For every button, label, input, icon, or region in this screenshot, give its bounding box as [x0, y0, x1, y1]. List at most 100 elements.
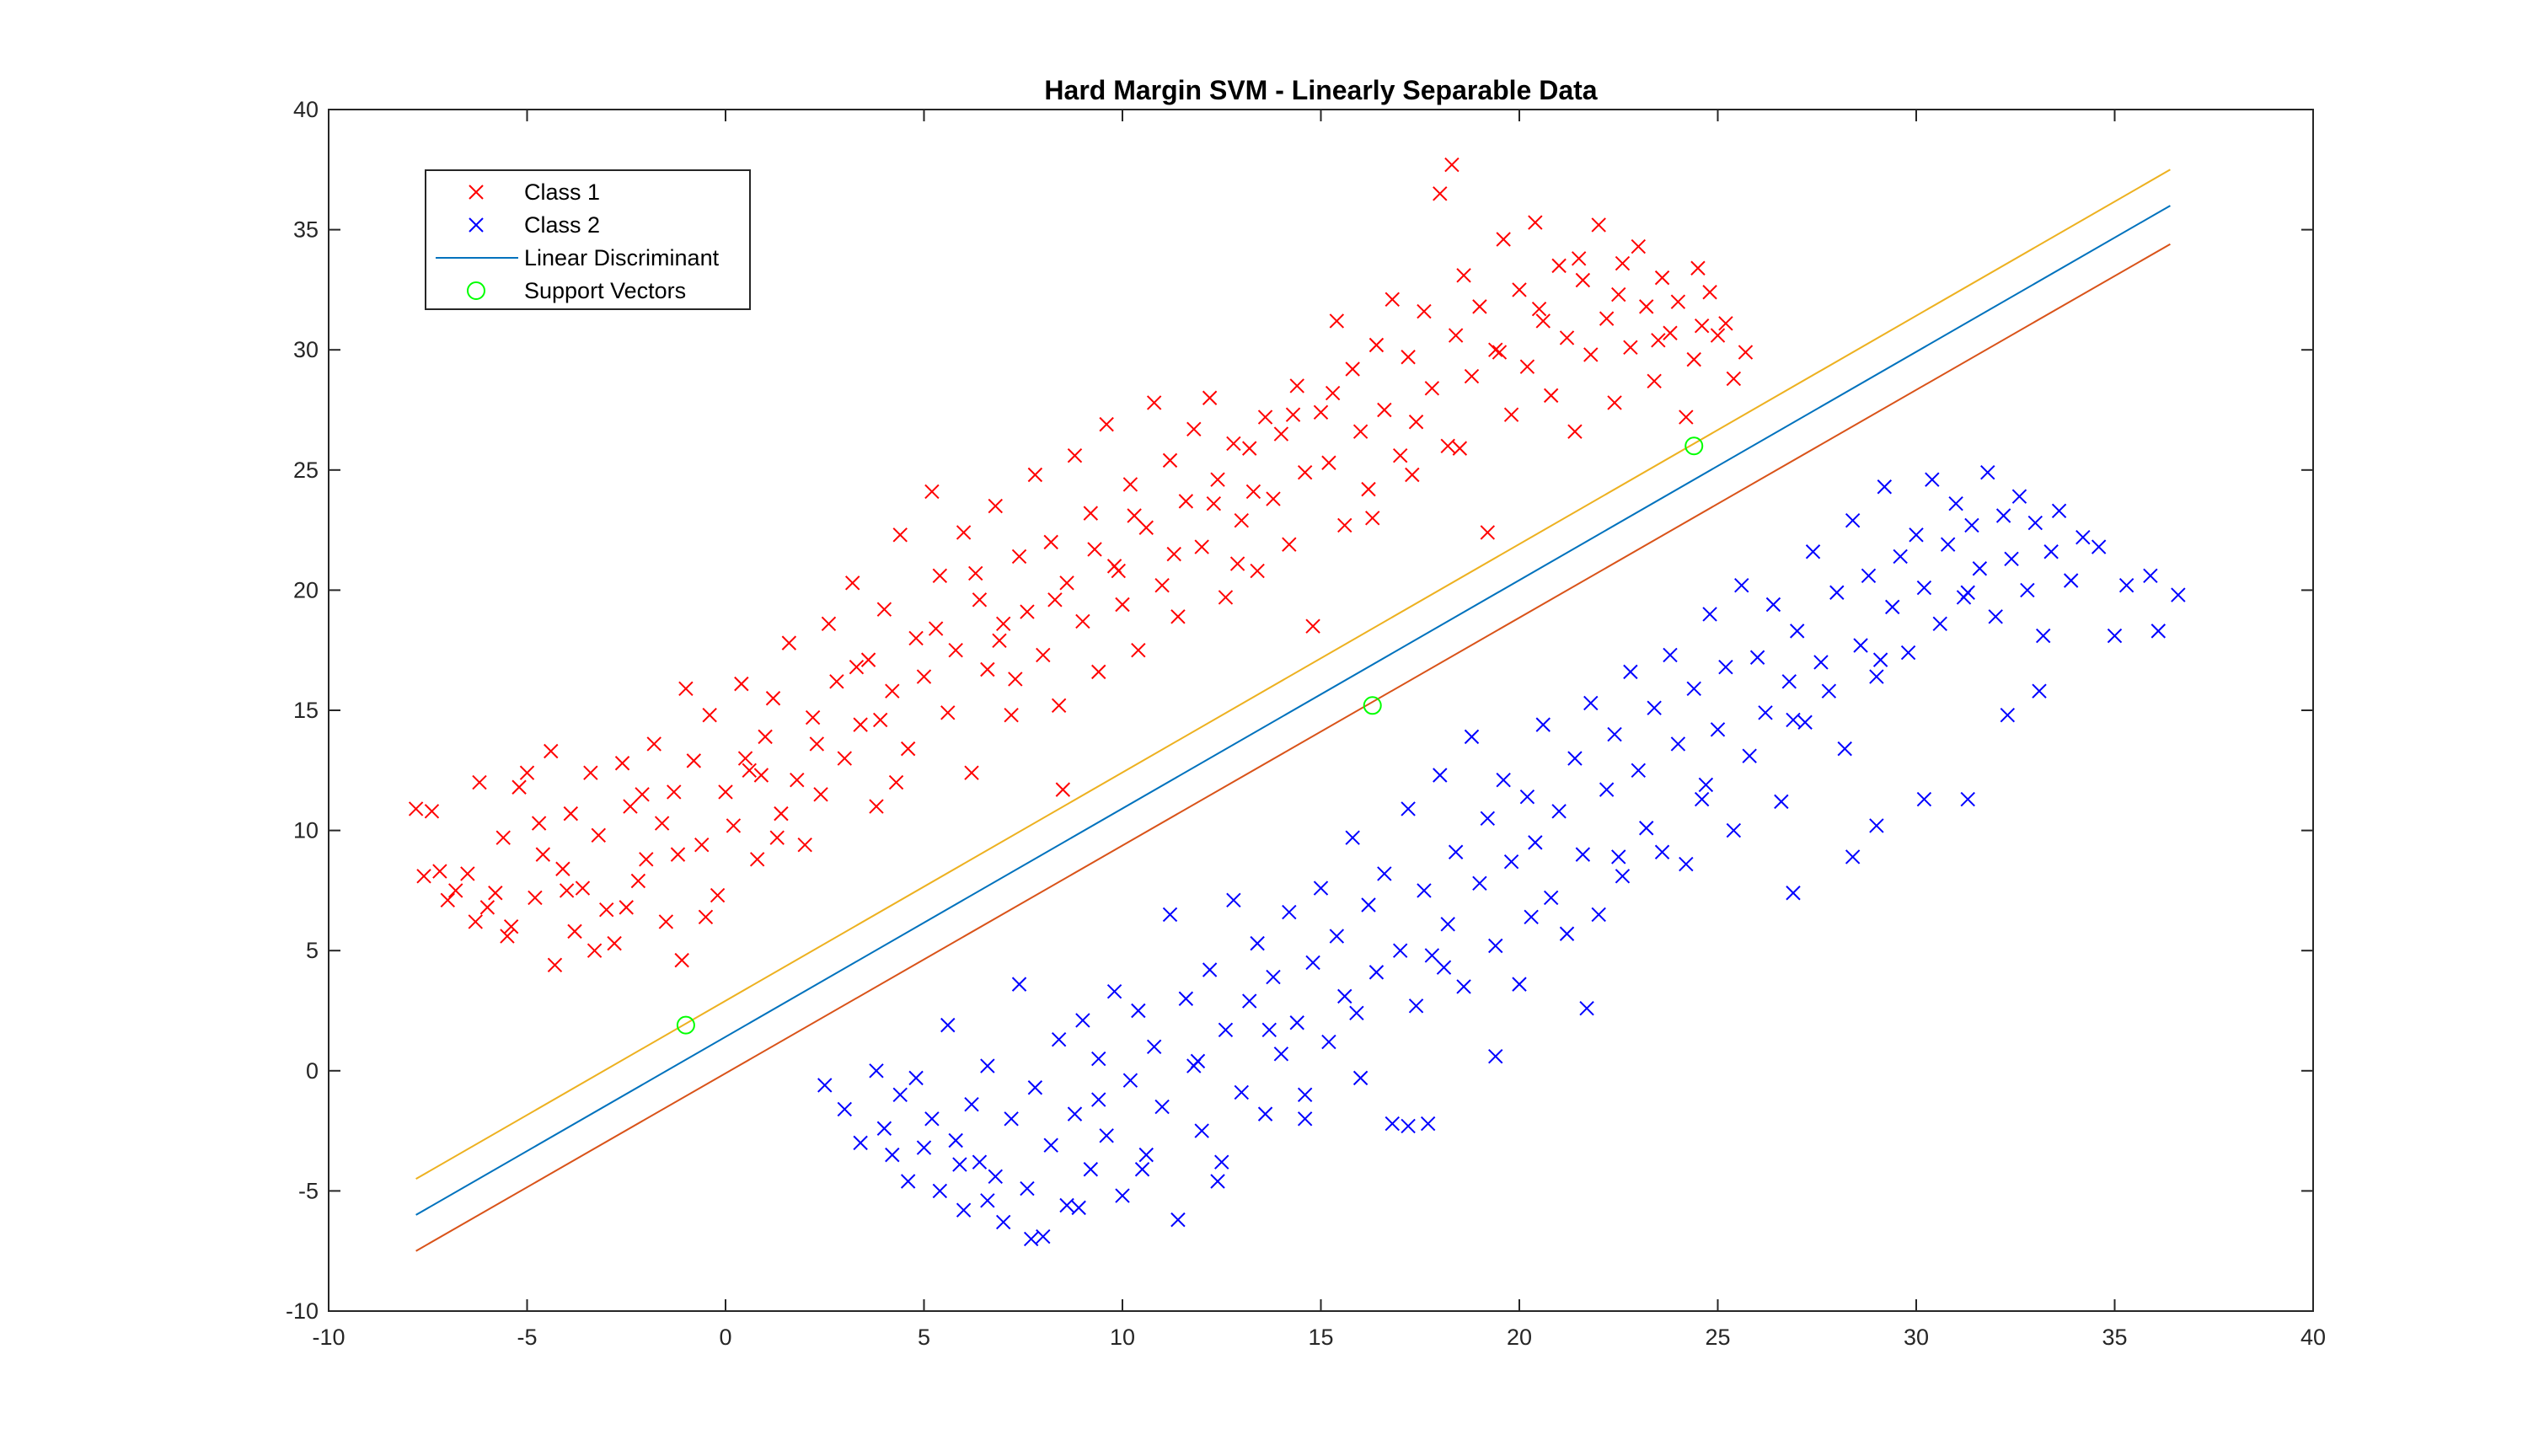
class-1-point: [440, 892, 456, 908]
class-1-point: [1273, 426, 1289, 442]
y-tick-label: 0: [306, 1058, 319, 1084]
class-1-point: [1162, 452, 1178, 468]
class-2-point: [995, 1214, 1011, 1230]
class-1-point: [1202, 390, 1218, 405]
x-tick-label: 20: [1507, 1325, 1532, 1350]
class-2-point: [2020, 582, 2035, 598]
legend-entry-label: Class 2: [524, 212, 600, 238]
class-1-point: [1417, 303, 1432, 319]
class-1-point: [694, 838, 710, 853]
class-2-point: [1877, 479, 1893, 495]
class-1-point: [1559, 330, 1575, 345]
class-2-point: [837, 1101, 853, 1117]
class-1-point: [734, 676, 749, 692]
class-2-point: [1893, 549, 1908, 565]
class-1-point: [1329, 313, 1345, 329]
class-1-point: [479, 900, 495, 915]
class-1-point: [813, 787, 828, 802]
class-1-point: [1297, 464, 1313, 480]
class-1-point: [674, 952, 689, 968]
class-2-point: [1599, 782, 1615, 797]
class-1-point: [726, 818, 742, 833]
class-2-point: [1464, 729, 1480, 745]
class-1-point: [1456, 268, 1471, 283]
class-1-point: [1368, 337, 1385, 353]
class-2-point: [972, 1154, 988, 1170]
class-1-point: [583, 765, 598, 780]
class-2-point: [1004, 1111, 1019, 1127]
class-2-point: [1528, 835, 1543, 850]
class-1-point: [1043, 534, 1058, 550]
class-1-point: [790, 773, 805, 788]
class-2-point: [1607, 726, 1622, 742]
class-1-point: [408, 801, 424, 816]
upper-margin-line: [415, 169, 2171, 1180]
class-1-point: [1377, 402, 1392, 418]
class-2-point: [1202, 962, 1218, 977]
class-2-point: [1698, 777, 1714, 793]
class-2-point: [1654, 844, 1670, 859]
class-1-point: [924, 484, 940, 500]
class-2-point: [1718, 659, 1733, 675]
class-2-point: [1154, 1099, 1170, 1115]
class-1-point: [586, 943, 603, 958]
class-2-point: [1020, 1180, 1035, 1196]
class-2-point: [869, 1063, 884, 1079]
class-2-point: [1297, 1087, 1313, 1103]
class-1-point: [892, 527, 908, 543]
class-1-point: [698, 909, 714, 924]
y-tick-label: 25: [293, 458, 319, 483]
class-1-point: [559, 883, 575, 898]
class-1-point: [1234, 512, 1250, 528]
class-2-point: [1122, 1073, 1138, 1088]
class-2-point: [1872, 652, 1888, 667]
legend-entry-label: Class 1: [524, 179, 600, 205]
class-1-point: [1440, 438, 1455, 453]
class-2-point: [1694, 791, 1710, 807]
class-2-point: [1734, 577, 1749, 593]
class-2-point: [1524, 909, 1539, 924]
class-1-point: [1385, 292, 1400, 308]
class-1-point: [607, 935, 622, 951]
class-1-point: [1488, 342, 1503, 357]
class-2-point: [1869, 669, 1884, 684]
class-1-point: [1686, 351, 1701, 367]
class-1-point: [1245, 484, 1261, 500]
class-2-point: [964, 1097, 979, 1112]
class-1-point: [1352, 424, 1368, 439]
class-2-point: [1134, 1162, 1150, 1177]
class-1-point: [1115, 597, 1130, 613]
class-2-point: [1266, 969, 1281, 985]
class-2-point: [1964, 517, 1979, 533]
class-1-point: [845, 575, 860, 591]
x-tick-label: 25: [1705, 1325, 1730, 1350]
class-1-point: [1186, 421, 1202, 437]
class-2-point: [948, 1132, 963, 1148]
chart-title: Hard Margin SVM - Linearly Separable Dat…: [1044, 75, 1597, 105]
class-2-point: [2051, 503, 2067, 518]
class-1-point: [1087, 542, 1102, 557]
class-1-point: [1503, 407, 1519, 422]
class-2-point: [2143, 568, 2158, 583]
y-tick-label: 20: [293, 577, 319, 602]
class-2-point: [1797, 715, 1813, 730]
class-1-point: [500, 929, 515, 944]
class-2-point: [1611, 849, 1626, 864]
class-1-point: [1694, 318, 1710, 334]
class-2-point: [1138, 1147, 1154, 1163]
class-1-point: [555, 861, 570, 876]
class-2-point: [1178, 991, 1194, 1006]
class-1-point: [519, 765, 535, 780]
class-1-point: [635, 787, 650, 802]
class-1-point: [1154, 577, 1170, 593]
class-1-point: [1055, 782, 1071, 797]
class-1-point: [956, 525, 972, 540]
class-1-point: [535, 847, 551, 862]
class-2-point: [1027, 1080, 1043, 1095]
class-1-point: [1325, 385, 1341, 401]
class-2-point: [952, 1157, 967, 1172]
x-tick-label: 0: [719, 1325, 731, 1350]
class-1-point: [1365, 511, 1380, 526]
class-2-point: [1214, 1154, 1229, 1170]
class-2-point: [1261, 1022, 1277, 1038]
